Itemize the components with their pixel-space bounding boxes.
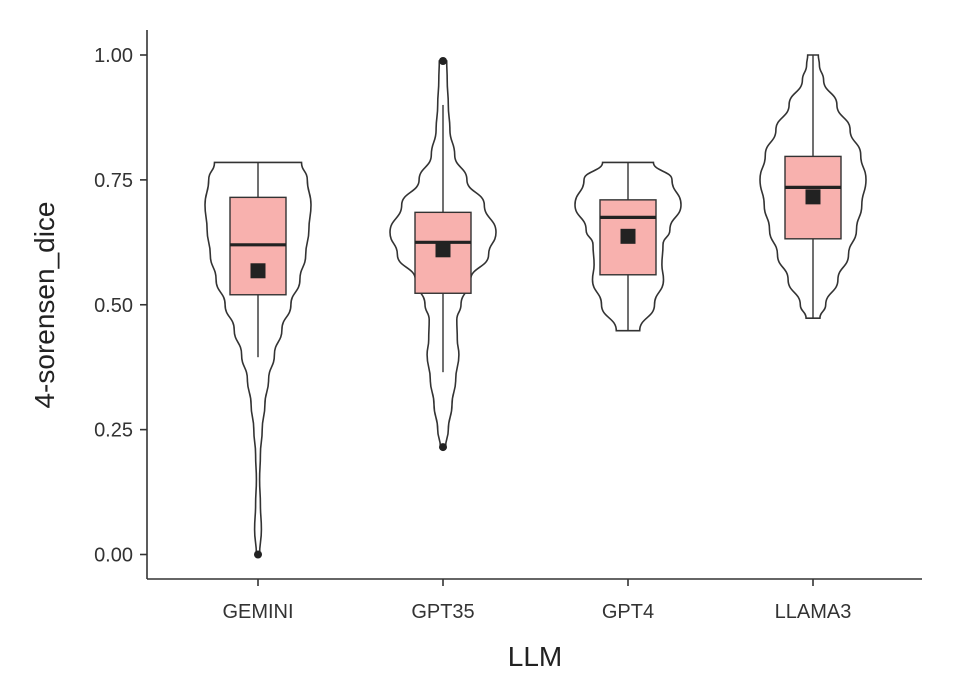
y-tick-label: 0.50	[94, 295, 133, 317]
y-tick-label: 0.00	[94, 545, 133, 567]
x-tick-label: GPT4	[602, 601, 654, 623]
violin-groups	[204, 54, 867, 559]
violin-group-gemini	[204, 161, 312, 559]
outlier-point	[439, 56, 447, 65]
violin-outline	[204, 161, 312, 556]
x-tick-label: GPT35	[411, 601, 474, 623]
mean-marker	[250, 263, 266, 279]
mean-marker	[805, 189, 821, 205]
x-tick-label: GEMINI	[222, 601, 293, 623]
y-tick-label: 0.75	[94, 170, 133, 192]
y-axis-title: 4-sorensen_dice	[29, 201, 60, 408]
violin-outline	[759, 54, 867, 319]
outlier-point	[254, 550, 262, 559]
x-axis: GEMINI GPT35 GPT4 LLAMA3	[147, 578, 922, 623]
x-tick-label: LLAMA3	[775, 601, 852, 623]
y-axis: 0.00 0.25 0.50 0.75 1.00	[94, 30, 148, 579]
violin-group-gpt4	[574, 161, 682, 332]
violin-group-llama3	[759, 54, 867, 319]
y-tick-label: 0.25	[94, 420, 133, 442]
violin-outline	[574, 161, 682, 332]
x-axis-title: LLM	[508, 641, 562, 672]
violin-group-gpt35	[389, 56, 497, 452]
outlier-point	[439, 443, 447, 452]
mean-marker	[435, 242, 451, 258]
mean-marker	[620, 228, 636, 244]
y-tick-label: 1.00	[94, 45, 133, 67]
